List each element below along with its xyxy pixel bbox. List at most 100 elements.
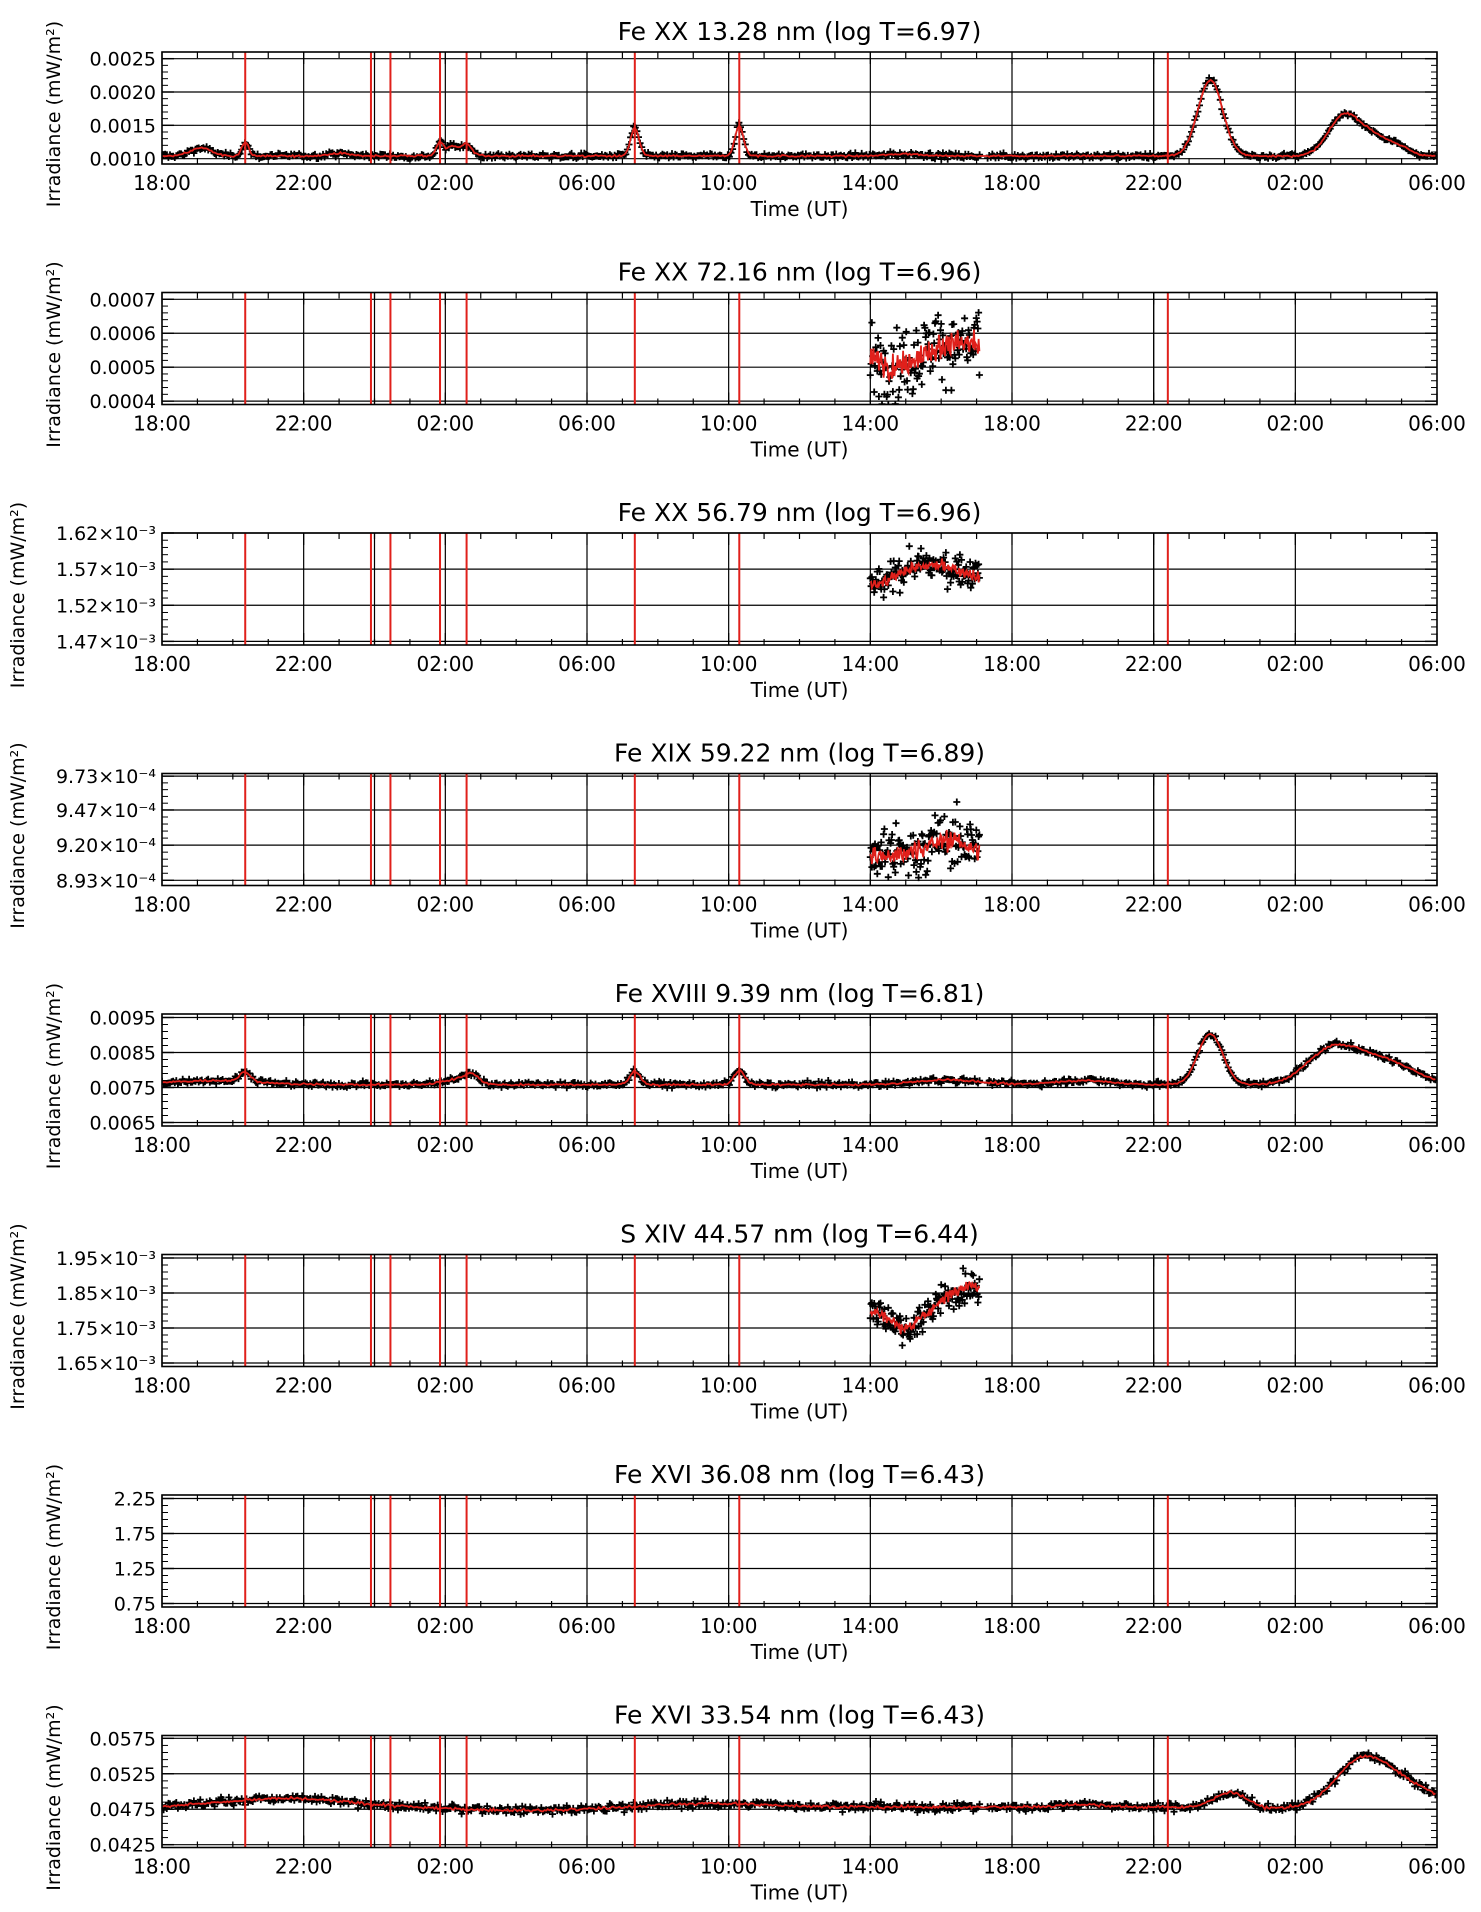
y-tick-label: 0.0004	[90, 391, 156, 413]
panel-7: Fe XVI 36.08 nm (log T=6.43) 0.75 1.25 1.75…	[43, 1460, 1466, 1664]
series-layer	[866, 542, 983, 601]
x-tick-label: 06:00	[1408, 1133, 1466, 1157]
x-tick-label: 22:00	[1125, 412, 1183, 436]
y-axis-label: Irradiance (mW/m²)	[43, 1464, 65, 1650]
x-axis-label: Time (UT)	[750, 438, 849, 462]
x-tick-label: 22:00	[275, 1614, 333, 1638]
y-tick-label: 1.25	[114, 1559, 156, 1581]
x-tick-label: 06:00	[1408, 1855, 1466, 1879]
y-tick-label: 1.75×10⁻³	[56, 1318, 156, 1340]
x-tick-label: 10:00	[700, 1374, 758, 1398]
y-tick-label: 1.75	[114, 1524, 156, 1546]
y-tick-label: 0.0575	[90, 1728, 156, 1750]
x-tick-label: 06:00	[558, 1374, 616, 1398]
panel-title: Fe XIX 59.22 nm (log T=6.89)	[614, 739, 985, 768]
y-tick-label: 0.0006	[90, 323, 156, 345]
x-tick-label: 18:00	[133, 412, 191, 436]
data-point-markers	[162, 1749, 1437, 1818]
y-tick-label: 0.0005	[90, 357, 156, 379]
y-tick-label: 9.47×10⁻⁴	[56, 800, 156, 822]
y-tick-label: 0.0010	[90, 149, 156, 171]
x-tick-label: 02:00	[1267, 1855, 1325, 1879]
y-tick-label: 0.0525	[90, 1764, 156, 1786]
x-tick-label: 02:00	[417, 1374, 475, 1398]
panel-title: Fe XX 56.79 nm (log T=6.96)	[618, 498, 982, 527]
x-tick-label: 14:00	[842, 1855, 900, 1879]
x-tick-label: 18:00	[133, 1374, 191, 1398]
smoothed-series-line	[162, 1754, 1436, 1813]
x-tick-label: 14:00	[842, 1614, 900, 1638]
x-tick-label: 18:00	[983, 652, 1041, 676]
x-tick-label: 06:00	[1408, 652, 1466, 676]
x-tick-label: 14:00	[842, 1133, 900, 1157]
x-tick-label: 10:00	[700, 1133, 758, 1157]
x-axis-label: Time (UT)	[750, 919, 849, 943]
x-tick-label: 02:00	[417, 893, 475, 917]
y-tick-label: 0.0065	[90, 1113, 156, 1135]
smoothed-series-line	[869, 1280, 981, 1335]
y-tick-label: 1.57×10⁻³	[56, 559, 156, 581]
x-tick-label: 10:00	[700, 1614, 758, 1638]
panel-4: Fe XIX 59.22 nm (log T=6.89) 8.93×10⁻⁴ 9.2…	[7, 739, 1466, 943]
plot-frame	[161, 1734, 1438, 1849]
x-axis-label: Time (UT)	[750, 1881, 849, 1905]
x-axis-label: Time (UT)	[750, 197, 849, 221]
x-tick-label: 10:00	[700, 1855, 758, 1879]
x-tick-label: 22:00	[275, 893, 333, 917]
x-tick-label: 22:00	[1125, 1374, 1183, 1398]
x-tick-label: 06:00	[1408, 893, 1466, 917]
panel-title: Fe XX 13.28 nm (log T=6.97)	[618, 17, 982, 46]
smoothed-series-line	[162, 78, 1436, 159]
x-tick-label: 02:00	[1267, 893, 1325, 917]
x-tick-label: 22:00	[275, 652, 333, 676]
x-tick-label: 06:00	[558, 893, 616, 917]
x-tick-label: 18:00	[983, 171, 1041, 195]
series-layer	[162, 74, 1437, 163]
x-tick-label: 02:00	[417, 412, 475, 436]
x-tick-label: 14:00	[842, 412, 900, 436]
smoothed-series-line	[869, 558, 981, 591]
x-axis-label: Time (UT)	[750, 1400, 849, 1424]
x-axis-label: Time (UT)	[750, 678, 849, 702]
x-tick-label: 22:00	[275, 1133, 333, 1157]
x-tick-label: 18:00	[133, 893, 191, 917]
x-tick-label: 22:00	[275, 1855, 333, 1879]
data-point-markers	[162, 74, 1437, 163]
y-tick-label: 0.75	[114, 1594, 156, 1616]
panel-6: S XIV 44.57 nm (log T=6.44) 1.65×10⁻³ 1.75…	[7, 1220, 1466, 1424]
x-tick-label: 18:00	[133, 1614, 191, 1638]
plot-frame	[161, 51, 1438, 165]
x-tick-label: 10:00	[700, 412, 758, 436]
x-tick-label: 06:00	[558, 412, 616, 436]
x-tick-label: 18:00	[983, 1133, 1041, 1157]
x-tick-label: 10:00	[700, 171, 758, 195]
panel-title: Fe XVIII 9.39 nm (log T=6.81)	[615, 979, 985, 1008]
x-tick-label: 22:00	[1125, 1855, 1183, 1879]
y-tick-label: 2.25	[114, 1489, 156, 1511]
x-tick-label: 10:00	[700, 893, 758, 917]
smoothed-series-line	[869, 329, 981, 383]
x-tick-label: 14:00	[842, 1374, 900, 1398]
y-axis-label: Irradiance (mW/m²)	[43, 983, 65, 1169]
x-tick-label: 10:00	[700, 652, 758, 676]
x-tick-label: 06:00	[558, 171, 616, 195]
y-tick-label: 0.0025	[90, 49, 156, 71]
y-tick-label: 0.0425	[90, 1835, 156, 1857]
y-tick-label: 0.0475	[90, 1799, 156, 1821]
x-tick-label: 18:00	[983, 1374, 1041, 1398]
x-tick-label: 02:00	[417, 1614, 475, 1638]
x-tick-label: 02:00	[417, 171, 475, 195]
x-tick-label: 02:00	[1267, 171, 1325, 195]
data-point-markers	[162, 1030, 1437, 1092]
series-layer	[866, 798, 983, 882]
y-axis-label: Irradiance (mW/m²)	[7, 1223, 29, 1409]
y-tick-label: 1.65×10⁻³	[56, 1353, 156, 1375]
x-tick-label: 02:00	[1267, 1614, 1325, 1638]
x-tick-label: 06:00	[1408, 171, 1466, 195]
series-layer	[866, 1264, 983, 1349]
x-tick-label: 02:00	[417, 1855, 475, 1879]
x-tick-label: 18:00	[983, 412, 1041, 436]
plot-frame	[161, 1253, 1438, 1368]
x-tick-label: 06:00	[558, 652, 616, 676]
